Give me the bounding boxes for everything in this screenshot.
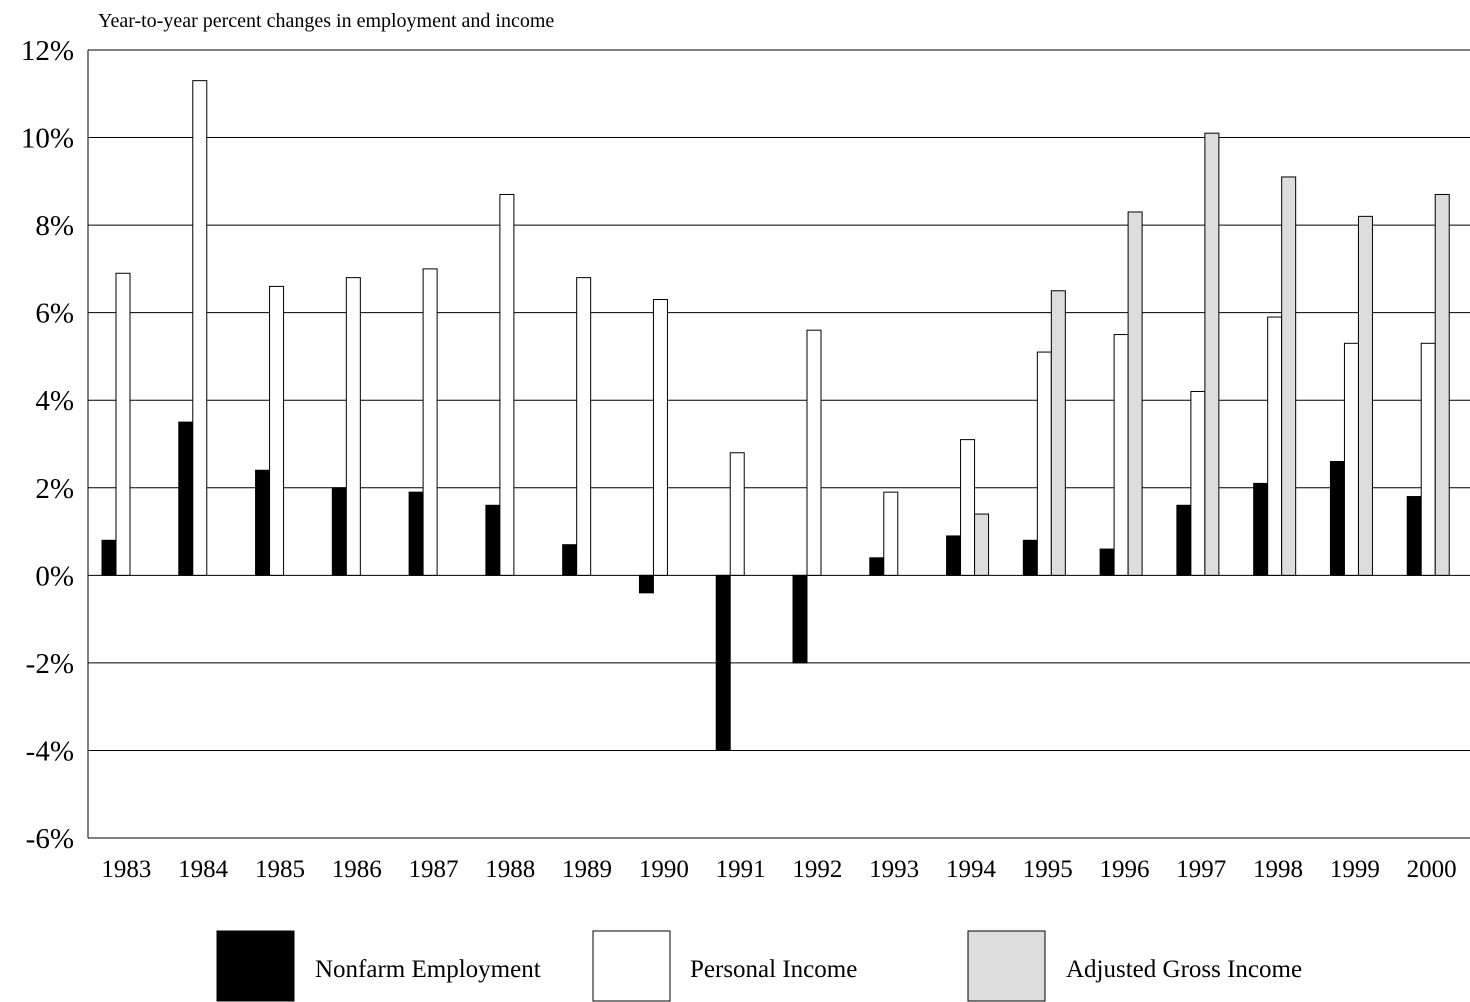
y-tick-label: 10% — [21, 123, 74, 155]
x-tick-label: 1993 — [869, 856, 919, 883]
bar-personal-income-1999 — [1343, 342, 1359, 576]
bar-nonfarm-employment-1987 — [408, 491, 424, 576]
bar-personal-income-1994 — [960, 439, 976, 576]
bar-personal-income-1988 — [499, 193, 515, 576]
y-tick-label: 2% — [35, 473, 74, 505]
bars — [101, 80, 1450, 751]
bar-adjusted-gross-income-1997 — [1204, 132, 1220, 576]
bar-personal-income-2000 — [1420, 342, 1436, 576]
y-tick-label: -4% — [26, 735, 74, 767]
bar-nonfarm-employment-1984 — [178, 421, 194, 576]
bar-adjusted-gross-income-1995 — [1050, 290, 1066, 576]
bar-personal-income-1987 — [422, 268, 438, 576]
y-tick-label: 8% — [35, 210, 74, 242]
bar-personal-income-1995 — [1036, 351, 1052, 576]
legend-swatch-nonfarm-employment — [216, 930, 295, 1002]
bar-nonfarm-employment-1985 — [255, 469, 271, 576]
bar-nonfarm-employment-1990 — [638, 574, 654, 594]
x-tick-label: 1984 — [178, 856, 229, 883]
y-tick-label: -6% — [26, 823, 74, 855]
x-tick-label: 1983 — [101, 856, 151, 883]
legend-label-adjusted-gross-income: Adjusted Gross Income — [1066, 956, 1302, 983]
x-tick-label: 1987 — [409, 856, 459, 883]
x-tick-label: 1989 — [562, 856, 612, 883]
y-tick-label: 6% — [35, 298, 74, 330]
y-axis-ticks: 12% 10% 8% 6% 4% 2% 0% -2% -4% -6% — [21, 35, 74, 855]
bar-nonfarm-employment-1991 — [715, 574, 731, 751]
bar-nonfarm-employment-1983 — [101, 539, 117, 576]
bar-personal-income-1993 — [883, 491, 899, 576]
bar-personal-income-1983 — [115, 272, 131, 576]
legend-swatch-adjusted-gross-income — [967, 930, 1046, 1002]
legend-label-nonfarm-employment: Nonfarm Employment — [315, 956, 541, 983]
bar-personal-income-1989 — [576, 277, 592, 576]
bar-nonfarm-employment-1999 — [1329, 461, 1345, 576]
bar-adjusted-gross-income-1994 — [974, 513, 990, 576]
x-tick-label: 1988 — [485, 856, 535, 883]
bar-personal-income-1985 — [269, 285, 285, 576]
bar-personal-income-1990 — [652, 299, 668, 576]
bar-nonfarm-employment-2000 — [1406, 496, 1422, 576]
x-tick-label: 1996 — [1100, 856, 1150, 883]
x-axis-ticks: 1983 1984 1985 1986 1987 1988 1989 1990 1991 1992… — [101, 856, 1456, 883]
legend-swatch-personal-income — [592, 930, 671, 1002]
x-tick-label: 1985 — [255, 856, 305, 883]
y-tick-label: 12% — [21, 35, 74, 67]
chart-title: Year-to-year percent changes in employme… — [98, 10, 554, 32]
bar-nonfarm-employment-1993 — [869, 557, 885, 576]
y-tick-label: 0% — [35, 560, 74, 592]
bar-nonfarm-employment-1997 — [1176, 504, 1192, 576]
bar-nonfarm-employment-1995 — [1022, 539, 1038, 576]
x-tick-label: 1990 — [639, 856, 689, 883]
bar-personal-income-1984 — [192, 80, 208, 576]
bar-adjusted-gross-income-1998 — [1281, 176, 1297, 576]
bar-nonfarm-employment-1998 — [1253, 482, 1269, 576]
bar-adjusted-gross-income-2000 — [1434, 193, 1450, 576]
bar-nonfarm-employment-1988 — [485, 504, 501, 576]
x-tick-label: 1992 — [792, 856, 842, 883]
x-tick-label: 1991 — [716, 856, 766, 883]
bar-nonfarm-employment-1989 — [562, 544, 578, 576]
bar-nonfarm-employment-1996 — [1099, 548, 1115, 576]
x-tick-label: 2000 — [1407, 856, 1457, 883]
bar-nonfarm-employment-1992 — [792, 574, 808, 664]
x-tick-label: 1999 — [1330, 856, 1380, 883]
y-tick-label: -2% — [26, 648, 74, 680]
legend-label-personal-income: Personal Income — [690, 956, 857, 983]
bar-personal-income-1998 — [1267, 316, 1283, 576]
bar-personal-income-1997 — [1190, 390, 1206, 576]
x-tick-label: 1998 — [1253, 856, 1303, 883]
bar-adjusted-gross-income-1999 — [1357, 215, 1373, 576]
bar-personal-income-1996 — [1113, 334, 1129, 576]
bar-adjusted-gross-income-1996 — [1127, 211, 1143, 576]
legend: Nonfarm Employment Personal Income Adjuste… — [216, 930, 1302, 1002]
x-tick-label: 1995 — [1023, 856, 1073, 883]
bar-personal-income-1991 — [729, 452, 745, 576]
x-tick-label: 1986 — [332, 856, 382, 883]
bar-nonfarm-employment-1986 — [331, 487, 347, 576]
x-tick-label: 1994 — [946, 856, 997, 883]
x-tick-label: 1997 — [1176, 856, 1226, 883]
bar-nonfarm-employment-1994 — [946, 535, 962, 576]
y-tick-label: 4% — [35, 385, 74, 417]
gridlines — [87, 49, 1470, 839]
bar-personal-income-1992 — [806, 329, 822, 576]
bar-personal-income-1986 — [345, 277, 361, 576]
